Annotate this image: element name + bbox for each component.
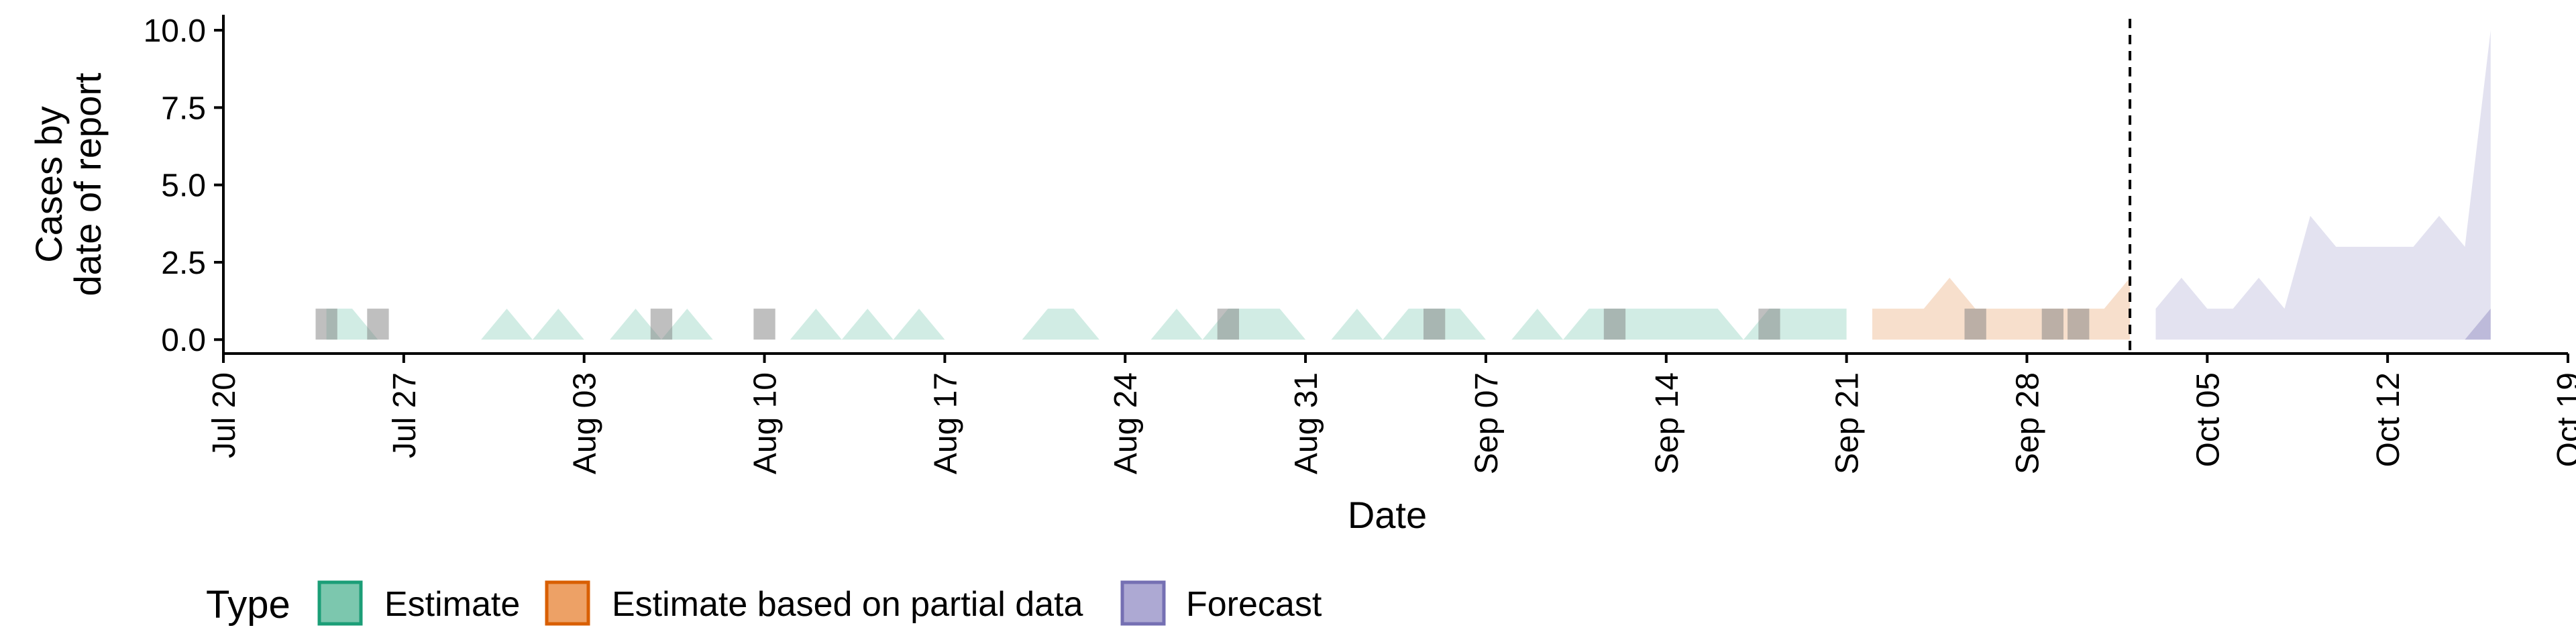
observed-case-bar [753,309,775,340]
legend-swatch-estimate [317,580,363,626]
observed-case-bar [1603,309,1626,340]
y-axis-title-line-1: Cases by [28,106,70,262]
observed-case-bar [2068,309,2090,340]
legend-label-forecast: Forecast [1186,585,1322,624]
x-tick-label: Sep 21 [1830,372,1866,474]
x-axis-title: Date [1348,494,1427,536]
band-forecast [2155,30,2491,340]
observed-case-bar [1964,309,1986,340]
observed-case-bar [1217,309,1239,340]
band-forecast-inner [2465,309,2491,340]
observed-case-bar [1758,309,1780,340]
x-tick-label: Aug 24 [1108,372,1144,474]
y-axis: 0.0 2.5 5.0 7.5 10.0 [144,13,225,358]
x-tick-label: Oct 05 [2190,372,2226,467]
x-axis: Jul 20 Jul 27 Aug 03 Aug 10 Aug 17 Aug 24 Aug … [207,352,2576,474]
observed-case-markers [315,309,2090,340]
x-tick-label: Aug 03 [568,372,603,474]
observed-case-bar [650,309,673,340]
y-tick-label: 7.5 [161,91,206,126]
plot-area [315,19,2491,354]
legend: Type Estimate Estimate based on partial … [206,580,1322,627]
legend-label-estimate: Estimate [384,585,520,624]
x-tick-label: Aug 10 [748,372,784,474]
x-tick-label: Aug 31 [1289,372,1324,474]
observed-case-bar [315,309,337,340]
band-estimate-based-on-partial-data [1872,278,2131,340]
y-tick-label: 0.0 [161,323,206,358]
observed-case-bar [1424,309,1446,340]
x-tick-label: Sep 14 [1650,372,1685,474]
x-tick-label: Aug 17 [928,372,963,474]
x-tick-label: Oct 19 [2551,372,2576,467]
x-tick-label: Sep 28 [2010,372,2046,474]
x-tick-label: Oct 12 [2371,372,2406,467]
x-tick-label: Jul 20 [207,372,242,458]
y-tick-label: 10.0 [144,13,206,49]
y-axis-title-line-2: date of report [66,72,109,297]
legend-swatch-partial [545,580,590,626]
x-tick-label: Sep 07 [1469,372,1505,474]
legend-title: Type [206,583,290,627]
y-tick-label: 5.0 [161,168,206,204]
estimate-bands [326,30,2491,340]
x-tick-label: Jul 27 [387,372,423,458]
y-tick-label: 2.5 [161,246,206,281]
observed-case-bar [367,309,389,340]
legend-swatch-forecast [1120,580,1166,626]
observed-case-bar [2041,309,2063,340]
legend-label-partial: Estimate based on partial data [612,585,1083,624]
band-estimate [326,309,1847,340]
